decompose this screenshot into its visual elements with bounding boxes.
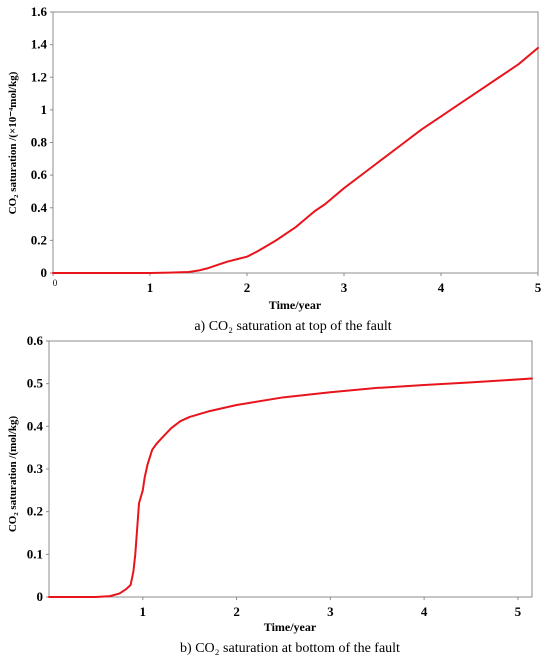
chart-a-y-tick-label: 0.8: [31, 135, 48, 150]
chart-a-caption: a) CO₂ saturation at top of the fault: [194, 319, 391, 334]
chart-a-plot-area: [52, 11, 539, 274]
chart-a-y-tick-label: 1.6: [31, 4, 48, 19]
chart-b-x-tick-label: 5: [515, 604, 522, 619]
chart-b-y-tick-label: 0.5: [27, 376, 44, 391]
chart-b-x-tick-label: 2: [233, 604, 240, 619]
chart-a-y-axis: 0 0.2 0.4 0.6 0.8 1 1.2 1.4 1.6: [31, 4, 53, 280]
chart-b: 0 0.1 0.2 0.3 0.4 0.5 0.6 1 2 3 4 5 Time/year CO₂ …: [7, 333, 533, 656]
chart-b-plot-area: [48, 340, 533, 598]
chart-a-y-tick-label: 0: [41, 265, 48, 280]
chart-a-x-tick-label: 4: [438, 280, 445, 295]
chart-b-caption: b) CO₂ saturation at bottom of the fault: [180, 641, 400, 656]
chart-b-y-tick-label: 0.4: [27, 418, 44, 433]
chart-b-y-tick-label: 0: [37, 589, 44, 604]
chart-a-y-tick-label: 1.2: [31, 69, 47, 84]
chart-b-y-tick-label: 0.2: [27, 504, 43, 519]
chart-a-series-group: [52, 46, 539, 274]
chart-a-x-axis-label: Time/year: [269, 298, 322, 312]
chart-b-y-tick-label: 0.6: [27, 333, 44, 348]
chart-a-x-tick-label: 5: [535, 280, 542, 295]
chart-a-x-tick-label: 1: [147, 280, 154, 295]
chart-b-y-axis: 0 0.1 0.2 0.3 0.4 0.5 0.6: [27, 333, 49, 604]
chart-b-y-axis-label: CO₂ saturation /(mol/kg): [7, 415, 19, 532]
chart-b-x-tick-label: 4: [421, 604, 428, 619]
chart-b-x-axis-label: Time/year: [264, 620, 317, 634]
chart-a-series-line: [52, 46, 539, 274]
chart-a-y-tick-label: 0.6: [31, 167, 48, 182]
chart-b-x-tick-label: 1: [140, 604, 147, 619]
chart-b-x-tick-label: 3: [327, 604, 334, 619]
chart-a-y-axis-label: CO₂ saturation /(×10⁻⁴mol/kg): [7, 71, 19, 214]
chart-a-y-tick-label: 1: [41, 102, 48, 117]
chart-a-x-tick-label: 0: [53, 278, 58, 288]
chart-a-x-tick-label: 3: [341, 280, 348, 295]
chart-a-x-tick-label: 2: [244, 280, 251, 295]
chart-a-y-tick-label: 1.4: [31, 37, 48, 52]
chart-a-x-axis: 0 1 2 3 4 5: [52, 273, 542, 295]
chart-b-y-tick-label: 0.1: [27, 546, 43, 561]
chart-a: 0 0.2 0.4 0.6 0.8 1 1.2 1.4 1.6 0 1 2 3 4 5 Time/year…: [7, 4, 542, 334]
chart-b-series-group: [48, 377, 533, 598]
chart-a-y-tick-label: 0.4: [31, 200, 48, 215]
chart-b-series-line: [48, 377, 533, 598]
chart-b-y-tick-label: 0.3: [27, 461, 44, 476]
chart-a-y-tick-label: 0.2: [31, 232, 47, 247]
chart-b-x-axis: 1 2 3 4 5: [140, 597, 522, 619]
